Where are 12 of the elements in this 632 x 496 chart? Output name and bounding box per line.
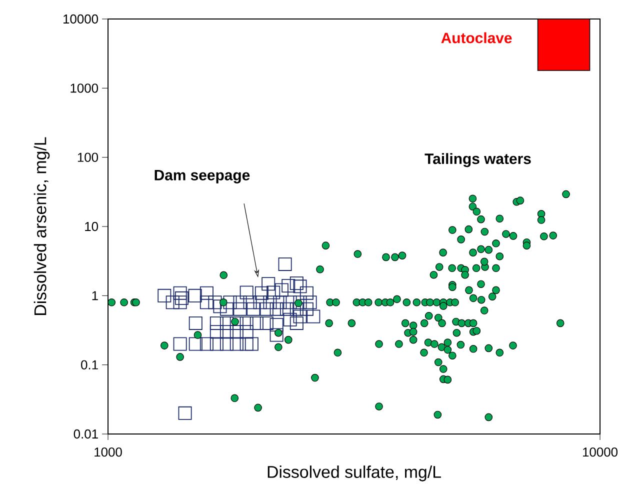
y-tick-label: 1	[92, 291, 98, 300]
y-tick-label: 10	[85, 222, 98, 232]
annotation: Tailings waters	[424, 153, 531, 168]
y-tick-label: 1000	[70, 84, 98, 93]
annotation: Dam seepage	[154, 170, 250, 184]
y-tick-label: 0.01	[74, 429, 98, 439]
y-axis-title: Dissolved arsenic, mg/L	[34, 137, 50, 315]
y-tick-label: 10000	[64, 14, 98, 24]
y-tick-label: 100	[78, 152, 98, 162]
series-label: Autoclave	[441, 32, 512, 44]
y-tick-label: 0.1	[81, 360, 98, 370]
x-axis-title: Dissolved sulfate, mg/L	[268, 466, 441, 482]
